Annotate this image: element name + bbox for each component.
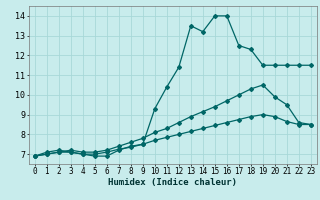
X-axis label: Humidex (Indice chaleur): Humidex (Indice chaleur) [108, 178, 237, 187]
